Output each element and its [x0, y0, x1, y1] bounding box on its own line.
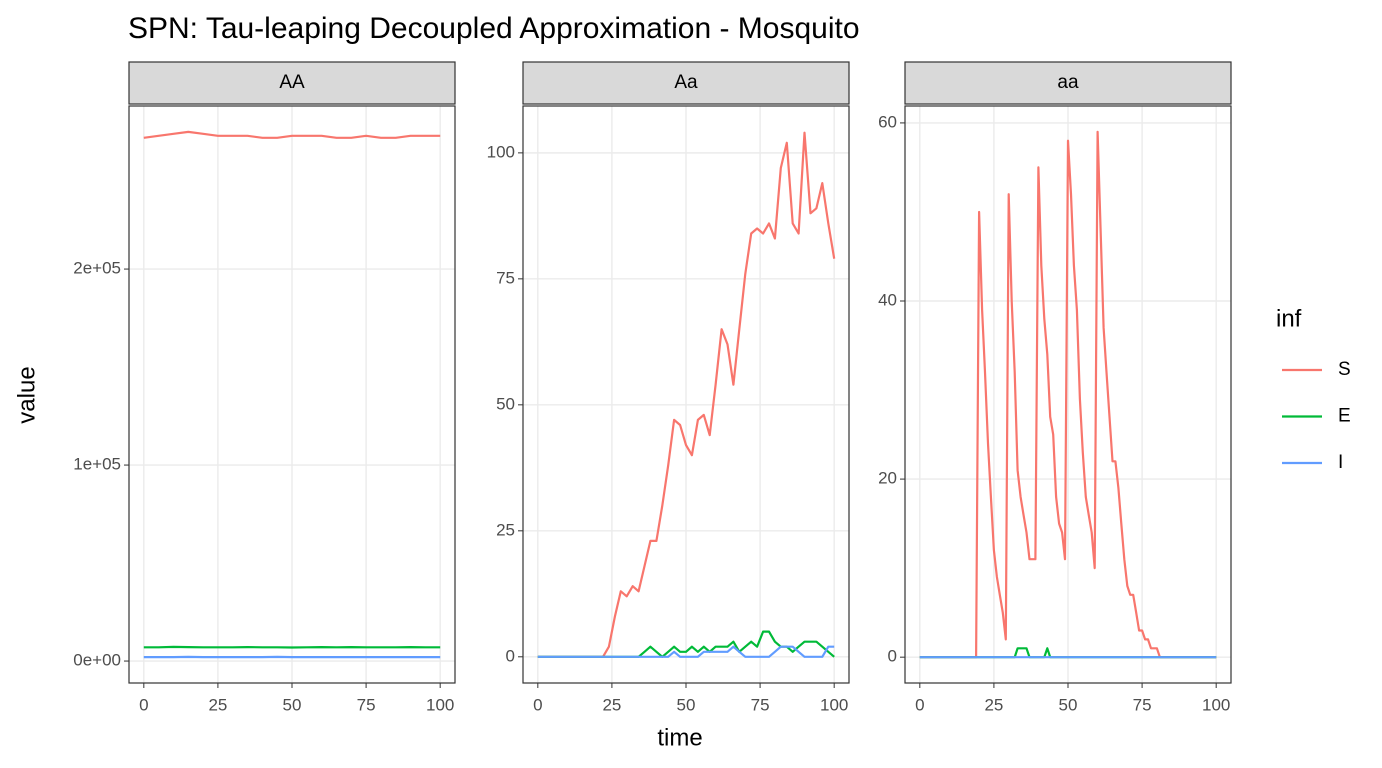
x-tick-label: 50	[1059, 695, 1078, 714]
series-line	[537, 645, 835, 658]
panel-border	[904, 105, 1232, 684]
strip	[128, 61, 456, 105]
y-tick-label: 25	[496, 520, 515, 539]
x-tick-label: 25	[602, 695, 621, 714]
strip	[904, 61, 1232, 105]
y-tick-label: 40	[878, 290, 897, 309]
x-tick-label: 50	[677, 695, 696, 714]
x-tick-label: 75	[1133, 695, 1152, 714]
strip-label: aa	[1057, 72, 1079, 93]
y-tick-label: 20	[878, 469, 897, 488]
y-tick-label: 100	[487, 142, 515, 161]
x-tick-label: 25	[208, 695, 227, 714]
y-tick-label: 60	[878, 112, 897, 131]
panel-border	[128, 105, 456, 684]
y-tick-label: 2e+05	[73, 259, 121, 278]
x-tick-label: 0	[915, 695, 924, 714]
x-axis-label: time	[657, 724, 702, 751]
strip-label: Aa	[674, 72, 698, 93]
legend-label: E	[1338, 406, 1351, 427]
y-tick-label: 0	[506, 646, 515, 665]
series-line	[143, 645, 441, 649]
x-tick-label: 50	[283, 695, 302, 714]
panel-border	[522, 105, 850, 684]
y-tick-label: 0	[888, 647, 897, 666]
legend-label: S	[1338, 359, 1351, 380]
x-tick-label: 0	[139, 695, 148, 714]
x-tick-label: 100	[820, 695, 848, 714]
legend-title: inf	[1276, 305, 1302, 332]
series-line	[143, 130, 441, 139]
y-tick-label: 0e+00	[73, 651, 121, 670]
x-tick-label: 100	[426, 695, 454, 714]
strip	[522, 61, 850, 105]
x-tick-label: 0	[533, 695, 542, 714]
y-axis-label: value	[13, 366, 40, 423]
strip-label: AA	[279, 72, 305, 93]
y-tick-label: 1e+05	[73, 455, 121, 474]
y-tick-label: 50	[496, 394, 515, 413]
chart-title: SPN: Tau-leaping Decoupled Approximation…	[128, 12, 860, 45]
x-tick-label: 75	[357, 695, 376, 714]
x-tick-label: 25	[984, 695, 1003, 714]
x-tick-label: 100	[1202, 695, 1230, 714]
y-tick-label: 75	[496, 268, 515, 287]
x-tick-label: 75	[751, 695, 770, 714]
legend-label: I	[1338, 452, 1343, 473]
